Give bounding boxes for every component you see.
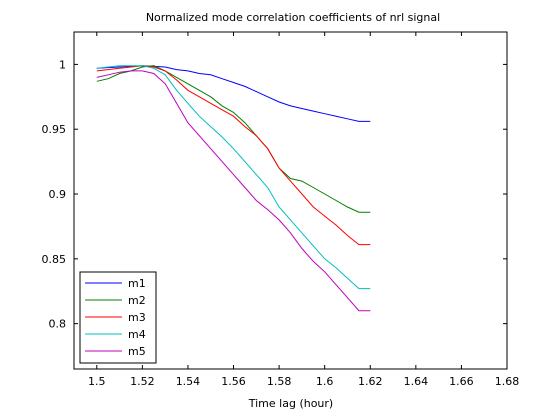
y-tick-label: 1 xyxy=(59,58,66,71)
legend: m1 m2 m3 m4 m5 xyxy=(79,271,157,364)
series-line-m5 xyxy=(96,70,371,312)
y-tick-label: 0.8 xyxy=(49,318,67,331)
series-line-m2 xyxy=(96,65,371,213)
legend-label-m4: m4 xyxy=(128,328,146,341)
x-tick-label: 1.5 xyxy=(88,375,106,388)
legend-label-m3: m3 xyxy=(128,311,146,324)
x-tick-label: 1.66 xyxy=(449,375,474,388)
x-tick-label: 1.52 xyxy=(130,375,155,388)
y-tick-label: 0.9 xyxy=(49,188,67,201)
x-tick-label: 1.6 xyxy=(316,375,334,388)
legend-label-m1: m1 xyxy=(128,277,146,290)
x-tick-label: 1.56 xyxy=(221,375,246,388)
legend-label-m2: m2 xyxy=(128,294,146,307)
series-line-m4 xyxy=(96,65,371,290)
x-tick-label: 1.64 xyxy=(404,375,429,388)
x-tick-label: 1.68 xyxy=(495,375,520,388)
chart-title: Normalized mode correlation coefficients… xyxy=(146,11,440,24)
y-tick-label: 0.85 xyxy=(42,253,67,266)
x-tick-label: 1.62 xyxy=(358,375,383,388)
legend-label-m5: m5 xyxy=(128,345,146,358)
x-axis-label: Time lag (hour) xyxy=(248,397,333,410)
y-tick-label: 0.95 xyxy=(42,123,67,136)
ticks-layer: 1.5 1.52 1.54 1.56 1.58 1.6 1.62 1.64 1.66 1.68 0.… xyxy=(42,32,520,388)
series-layer xyxy=(96,65,371,312)
x-tick-label: 1.54 xyxy=(176,375,201,388)
x-tick-label: 1.58 xyxy=(267,375,292,388)
series-line-m1 xyxy=(96,65,371,122)
